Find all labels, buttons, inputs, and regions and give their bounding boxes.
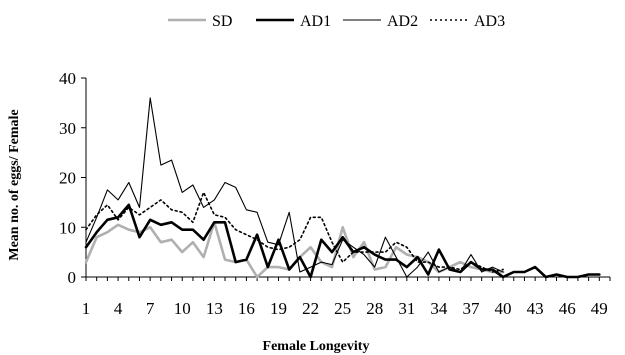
x-tick-label: 16 bbox=[238, 299, 255, 318]
x-tick-label: 4 bbox=[114, 299, 123, 318]
y-tick-label: 20 bbox=[59, 169, 76, 188]
series-line-ad2 bbox=[85, 97, 504, 278]
x-tick-label: 22 bbox=[302, 299, 319, 318]
x-tick-label: 49 bbox=[591, 299, 608, 318]
x-tick-label: 7 bbox=[146, 299, 155, 318]
y-axis-title: Mean no. of eggs/ Female bbox=[7, 109, 22, 260]
x-axis-title: Female Longevity bbox=[263, 339, 370, 354]
x-tick-label: 19 bbox=[270, 299, 287, 318]
x-tick-label: 1 bbox=[82, 299, 91, 318]
legend-label-ad3: AD3 bbox=[474, 13, 505, 30]
x-tick-label: 10 bbox=[174, 299, 191, 318]
series-line-sd bbox=[84, 221, 505, 279]
x-tick-label: 37 bbox=[462, 299, 480, 318]
y-tick-label: 40 bbox=[59, 69, 76, 88]
x-tick-label: 13 bbox=[206, 299, 223, 318]
series-line-ad3 bbox=[85, 191, 504, 273]
x-tick-label: 34 bbox=[430, 299, 448, 318]
series-layer bbox=[84, 97, 601, 279]
x-tick-label: 43 bbox=[527, 299, 544, 318]
x-tick-label: 25 bbox=[334, 299, 351, 318]
legend-label-sd: SD bbox=[212, 13, 232, 30]
legend-label-ad2: AD2 bbox=[387, 13, 418, 30]
y-axis: 0 10 20 30 40 bbox=[59, 69, 87, 287]
legend: SD AD1 AD2 AD3 bbox=[168, 13, 505, 30]
y-tick-label: 10 bbox=[59, 218, 76, 237]
y-tick-label: 0 bbox=[68, 268, 77, 287]
x-tick-label: 31 bbox=[398, 299, 415, 318]
series-line-ad1 bbox=[84, 203, 601, 279]
y-tick-label: 30 bbox=[59, 119, 76, 138]
x-tick-label: 46 bbox=[559, 299, 576, 318]
x-tick-label: 28 bbox=[366, 299, 383, 318]
legend-label-ad1: AD1 bbox=[300, 13, 331, 30]
x-axis: 1 4 7 10 13 16 19 22 25 28 31 34 37 40 43 46 49 bbox=[82, 276, 611, 318]
x-tick-label: 40 bbox=[495, 299, 512, 318]
